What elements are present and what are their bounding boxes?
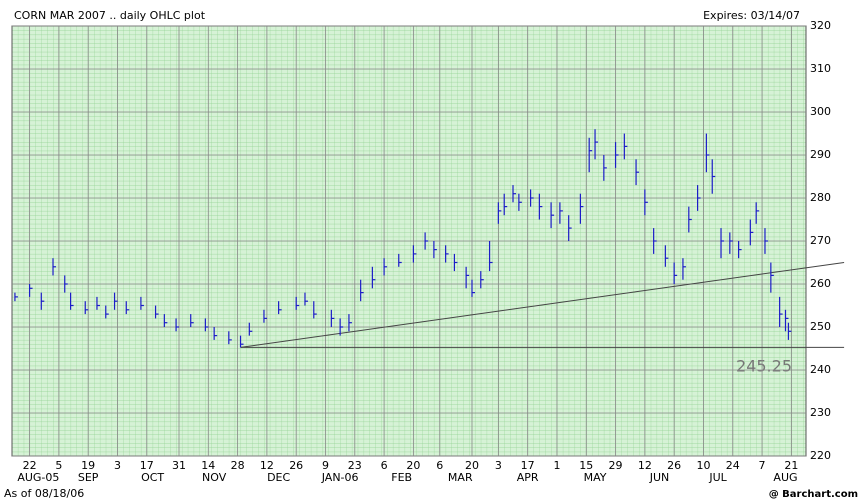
x-tick-label: 10 xyxy=(696,459,710,472)
month-label: SEP xyxy=(78,471,99,484)
y-tick-label: 280 xyxy=(810,191,831,204)
x-tick-label: 14 xyxy=(201,459,215,472)
y-tick-label: 240 xyxy=(810,363,831,376)
x-tick-label: 24 xyxy=(726,459,740,472)
x-tick-label: 6 xyxy=(436,459,443,472)
x-tick-label: 3 xyxy=(495,459,502,472)
x-tick-label: 7 xyxy=(759,459,766,472)
month-label: MAY xyxy=(584,471,607,484)
y-tick-label: 260 xyxy=(810,277,831,290)
level-label: 245.25 xyxy=(736,357,792,376)
month-label: AUG-05 xyxy=(17,471,59,484)
x-tick-label: 26 xyxy=(667,459,681,472)
x-tick-label: 9 xyxy=(322,459,329,472)
month-label: APR xyxy=(517,471,539,484)
y-tick-label: 250 xyxy=(810,320,831,333)
y-tick-label: 310 xyxy=(810,62,831,75)
x-tick-label: 31 xyxy=(172,459,186,472)
x-tick-label: 12 xyxy=(638,459,652,472)
x-tick-label: 21 xyxy=(784,459,798,472)
expires: Expires: 03/14/07 xyxy=(703,9,800,22)
month-label: JAN-06 xyxy=(321,471,359,484)
x-tick-label: 17 xyxy=(521,459,535,472)
x-tick-label: 28 xyxy=(231,459,245,472)
month-label: JUL xyxy=(708,471,727,484)
y-tick-label: 320 xyxy=(810,19,831,32)
trend-line xyxy=(240,262,845,348)
x-tick-label: 20 xyxy=(465,459,479,472)
x-tick-label: 22 xyxy=(23,459,37,472)
source: @ Barchart.com xyxy=(769,489,858,500)
y-tick-label: 270 xyxy=(810,234,831,247)
as-of: As of 08/18/06 xyxy=(4,487,84,500)
month-label: JUN xyxy=(649,471,670,484)
x-tick-label: 19 xyxy=(81,459,95,472)
x-tick-label: 15 xyxy=(579,459,593,472)
month-label: MAR xyxy=(448,471,473,484)
month-label: DEC xyxy=(267,471,290,484)
y-tick-label: 230 xyxy=(810,406,831,419)
y-tick-label: 220 xyxy=(810,449,831,462)
x-tick-label: 26 xyxy=(289,459,303,472)
month-label: NOV xyxy=(202,471,227,484)
month-label: OCT xyxy=(141,471,164,484)
y-tick-label: 290 xyxy=(810,148,831,161)
x-tick-label: 1 xyxy=(553,459,560,472)
x-tick-label: 20 xyxy=(406,459,420,472)
x-tick-label: 17 xyxy=(140,459,154,472)
chart-title: CORN MAR 2007 .. daily OHLC plot xyxy=(14,9,206,22)
y-tick-label: 300 xyxy=(810,105,831,118)
x-tick-label: 29 xyxy=(609,459,623,472)
x-tick-label: 5 xyxy=(55,459,62,472)
x-tick-label: 23 xyxy=(348,459,362,472)
x-tick-label: 6 xyxy=(381,459,388,472)
x-tick-label: 3 xyxy=(114,459,121,472)
month-label: FEB xyxy=(391,471,412,484)
x-tick-label: 12 xyxy=(260,459,274,472)
month-label: AUG xyxy=(773,471,797,484)
